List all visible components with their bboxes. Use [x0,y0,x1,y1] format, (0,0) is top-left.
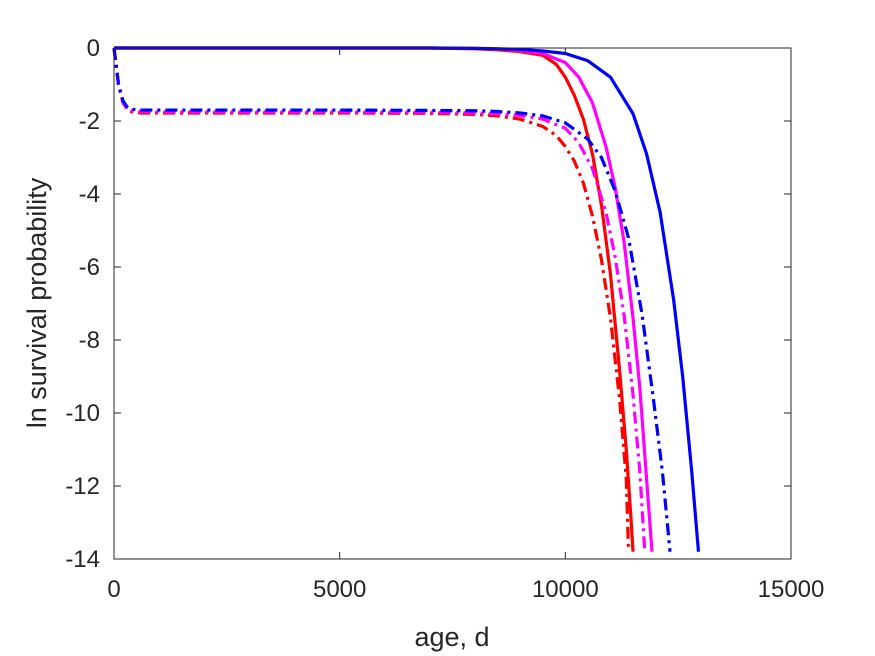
y-tick-label: -10 [65,400,100,427]
x-tick-label: 0 [107,576,120,603]
y-tick-label: 0 [87,35,100,62]
x-tick-label: 15000 [758,576,825,603]
y-tick-label: -12 [65,473,100,500]
y-axis-label: ln survival probability [22,177,52,428]
series-line-6 [112,47,672,552]
y-tick-label: -6 [79,254,100,281]
y-tick-label: -2 [79,108,100,135]
series-line-4 [112,47,631,552]
tick-layer: 0 5000 10000 15000 -14 -12 -10 -8 -6 -4 -2 0 [65,35,824,603]
plot-frame [113,47,792,560]
x-tick-label: 10000 [532,576,599,603]
x-axis-label: age, d [414,622,489,652]
y-tick-label: -14 [65,546,100,573]
x-tick-label: 5000 [313,576,366,603]
series-line-5 [112,47,647,552]
y-tick-label: -8 [79,327,100,354]
y-tick-label: -4 [79,181,100,208]
